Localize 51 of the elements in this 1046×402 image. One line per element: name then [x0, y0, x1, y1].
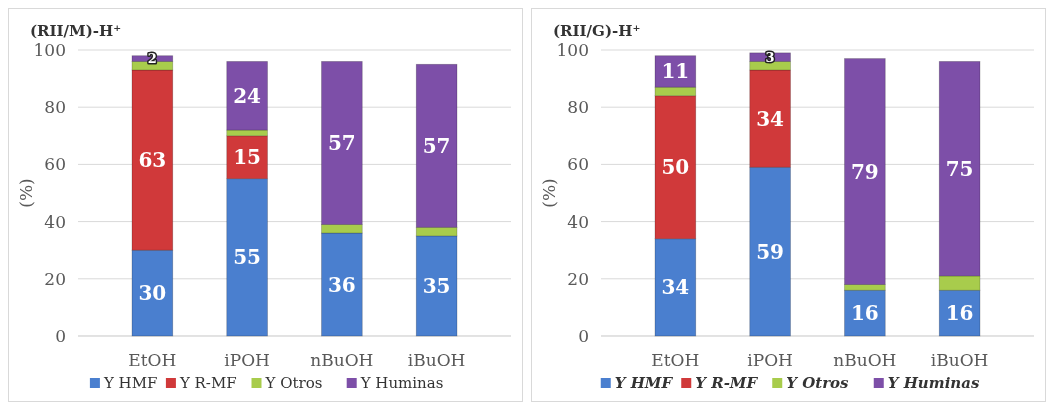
y-tick-label: 100	[556, 39, 589, 60]
y-tick-label: 0	[578, 325, 589, 346]
legend-label: Y R-MF	[178, 374, 237, 392]
data-label: 3	[765, 49, 775, 65]
data-label: 15	[233, 145, 262, 170]
legend-label: Y HMF	[102, 374, 158, 392]
data-label: 34	[756, 106, 785, 131]
x-tick-label: EtOH	[651, 350, 700, 370]
x-tick-label: iPOH	[747, 350, 793, 370]
data-label: 79	[850, 159, 879, 184]
legend-label: Y HMF	[614, 374, 674, 392]
data-label: 59	[756, 239, 785, 264]
y-tick-label: 0	[55, 325, 66, 346]
y-axis-title: (%)	[16, 178, 36, 208]
x-tick-label: nBuOH	[833, 350, 897, 370]
data-label: 55	[233, 245, 262, 270]
y-axis-title: (%)	[539, 178, 559, 208]
legend-label: Y Otros	[264, 374, 323, 392]
legend-label: Y R-MF	[695, 374, 759, 392]
y-tick-label: 20	[567, 268, 589, 289]
data-label: 24	[233, 83, 262, 108]
data-label: 57	[422, 133, 451, 158]
data-label: 16	[850, 301, 879, 326]
y-tick-label: 100	[33, 39, 66, 60]
y-tick-label: 60	[567, 154, 589, 175]
y-tick-label: 40	[567, 211, 589, 232]
chart-title: (RII/M)-H⁺	[30, 22, 122, 40]
x-tick-label: iBuOH	[407, 350, 466, 370]
x-tick-label: iBuOH	[930, 350, 989, 370]
x-tick-label: EtOH	[128, 350, 177, 370]
y-tick-label: 40	[44, 211, 66, 232]
data-label: 63	[138, 148, 167, 173]
data-label: 50	[661, 155, 690, 180]
y-tick-label: 20	[44, 268, 66, 289]
chart-title: (RII/G)-H⁺	[553, 22, 641, 40]
x-tick-label: iPOH	[224, 350, 270, 370]
data-label: 36	[327, 272, 356, 297]
x-tick-label: nBuOH	[310, 350, 374, 370]
legend-label: Y Otros	[786, 374, 850, 392]
data-label: 34	[661, 275, 690, 300]
y-tick-label: 80	[567, 97, 589, 118]
data-label: 75	[945, 156, 974, 181]
data-label: 57	[327, 130, 356, 155]
y-tick-label: 80	[44, 97, 66, 118]
data-label: 16	[945, 301, 974, 326]
legend-label: Y Huminas	[359, 374, 444, 392]
data-label: 11	[661, 59, 690, 84]
y-tick-label: 60	[44, 154, 66, 175]
data-label: 30	[138, 281, 167, 306]
legend-label: Y Huminas	[887, 374, 980, 392]
data-label: 35	[422, 273, 451, 298]
